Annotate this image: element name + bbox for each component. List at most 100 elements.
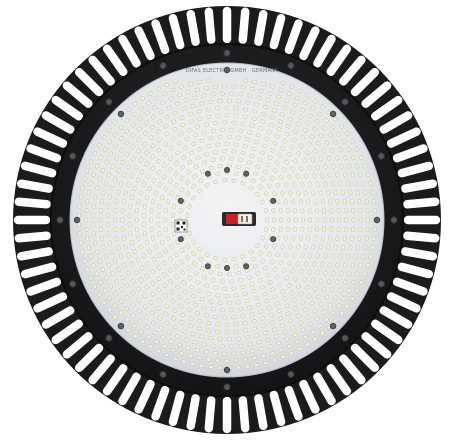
led xyxy=(272,140,278,146)
led xyxy=(137,116,143,121)
led xyxy=(357,236,362,241)
led xyxy=(156,213,161,218)
led xyxy=(260,111,266,117)
led xyxy=(199,297,205,302)
led xyxy=(324,140,330,146)
led xyxy=(168,278,174,284)
led xyxy=(274,274,280,280)
led xyxy=(183,337,189,342)
board-screw xyxy=(204,263,211,270)
led xyxy=(77,213,81,218)
led xyxy=(112,314,118,320)
led xyxy=(312,308,318,314)
led xyxy=(135,257,141,263)
led xyxy=(163,293,169,299)
led xyxy=(293,305,299,311)
led xyxy=(252,356,257,361)
led xyxy=(245,100,251,105)
led xyxy=(222,178,227,182)
led xyxy=(197,116,203,121)
led xyxy=(260,323,266,329)
fin-gap xyxy=(74,67,104,97)
led xyxy=(181,359,187,364)
led xyxy=(156,170,162,176)
led xyxy=(130,194,135,200)
led xyxy=(366,217,370,223)
led xyxy=(231,315,237,320)
led xyxy=(103,253,109,259)
led xyxy=(190,361,196,367)
led xyxy=(180,122,186,128)
ring-screw xyxy=(287,370,295,378)
led xyxy=(173,325,179,330)
led xyxy=(139,265,145,271)
fin-gap xyxy=(51,319,83,345)
board-screws xyxy=(73,66,381,374)
led xyxy=(148,135,154,141)
led xyxy=(333,295,339,301)
led xyxy=(130,144,136,150)
led xyxy=(310,105,316,111)
led xyxy=(162,344,168,349)
led xyxy=(355,245,360,250)
led xyxy=(85,199,90,204)
led xyxy=(163,186,168,192)
led xyxy=(222,120,227,125)
led xyxy=(84,217,88,223)
led xyxy=(130,290,136,296)
fin-gap xyxy=(62,332,93,359)
fin-gap xyxy=(392,277,428,296)
led xyxy=(249,312,255,317)
led xyxy=(284,337,290,342)
led xyxy=(157,137,163,143)
led xyxy=(213,315,218,319)
led xyxy=(136,297,142,303)
fin-gap xyxy=(118,372,141,406)
led xyxy=(318,301,324,307)
led xyxy=(107,295,113,301)
led xyxy=(197,246,203,252)
led xyxy=(300,327,306,333)
led xyxy=(129,261,135,267)
led xyxy=(305,120,311,126)
board-screw xyxy=(243,170,250,177)
led xyxy=(263,191,269,197)
led xyxy=(84,208,89,214)
led xyxy=(286,283,292,288)
led xyxy=(194,348,200,353)
led xyxy=(351,279,356,285)
led xyxy=(189,150,195,156)
led xyxy=(201,130,207,135)
led xyxy=(284,303,290,309)
led xyxy=(164,114,170,120)
led xyxy=(260,235,266,241)
led xyxy=(263,243,269,249)
led xyxy=(175,239,180,245)
fin-gap xyxy=(379,111,413,134)
led xyxy=(114,236,119,241)
led xyxy=(358,279,364,285)
fin-gap xyxy=(62,81,93,108)
led xyxy=(350,199,354,204)
led xyxy=(338,181,343,187)
led xyxy=(323,270,328,276)
led xyxy=(102,287,108,293)
led xyxy=(288,244,293,250)
led xyxy=(326,190,331,196)
led xyxy=(354,146,360,152)
led xyxy=(340,245,346,250)
fin-gap xyxy=(102,44,128,76)
led xyxy=(233,358,239,363)
led xyxy=(274,133,280,139)
led xyxy=(294,339,300,345)
led xyxy=(144,273,150,279)
fin-gap xyxy=(313,34,336,68)
ring-screw xyxy=(341,334,349,342)
led xyxy=(256,340,262,345)
ring-screws xyxy=(56,49,398,391)
led xyxy=(119,287,124,293)
led xyxy=(101,245,106,250)
led xyxy=(220,308,225,313)
led xyxy=(299,181,305,187)
led xyxy=(176,294,182,300)
